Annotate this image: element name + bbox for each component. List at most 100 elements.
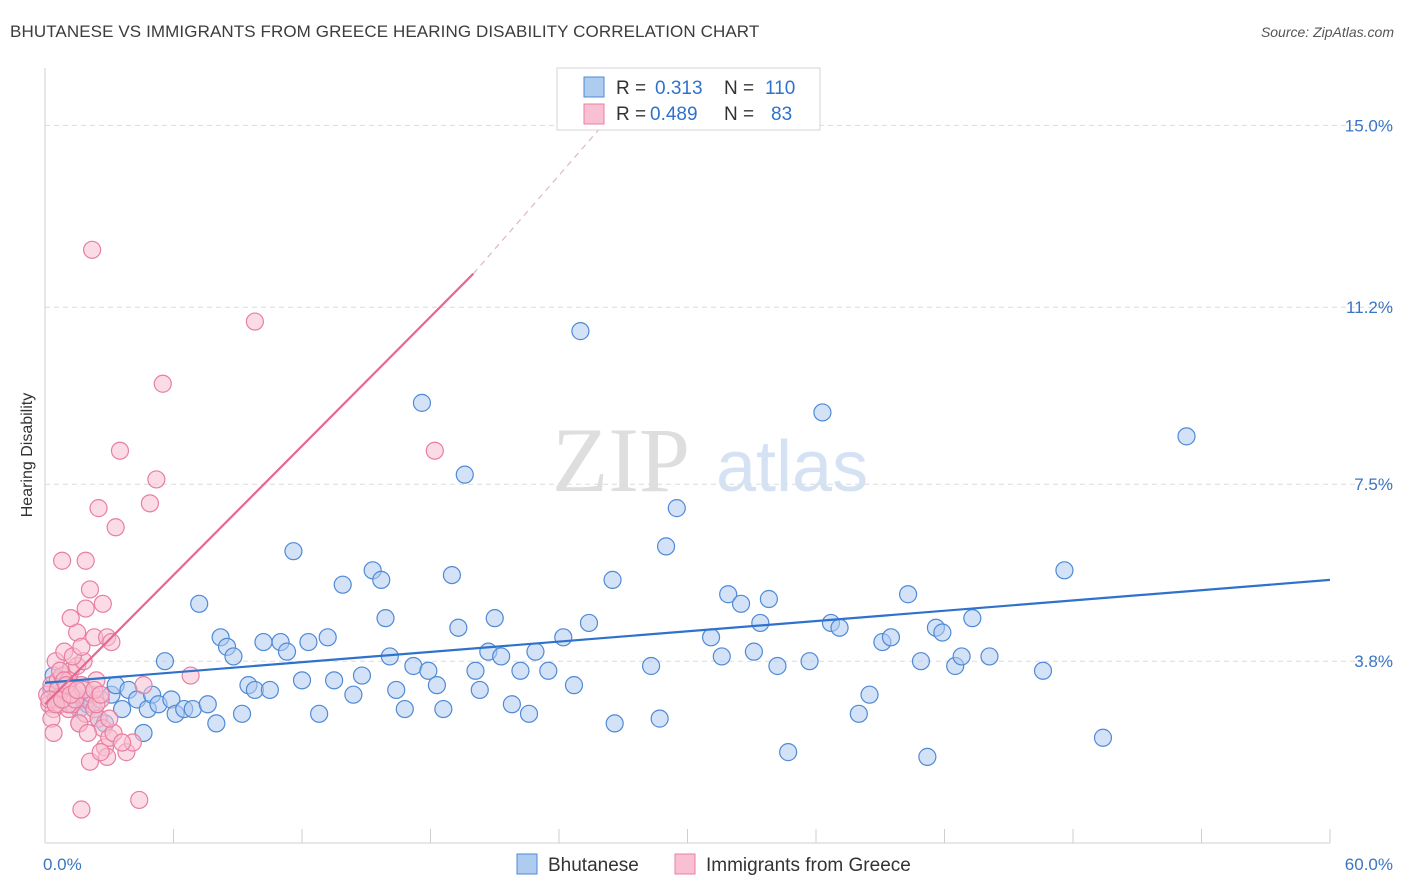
point-blue-58 xyxy=(427,676,447,695)
point-blue-83 xyxy=(701,628,721,647)
point-blue-76 xyxy=(579,613,599,633)
legend-bottom: Bhutanese Immigrants from Greece xyxy=(516,853,911,876)
point-blue-110 xyxy=(1055,561,1074,580)
point-blue-50 xyxy=(372,570,391,589)
point-blue-41 xyxy=(292,671,312,690)
trend-line-pink xyxy=(44,272,475,706)
point-blue-66 xyxy=(485,609,504,628)
legend-bottom-label-2: Immigrants from Greece xyxy=(706,855,911,876)
point-pink-45 xyxy=(106,518,125,537)
point-blue-26 xyxy=(183,699,202,719)
point-blue-43 xyxy=(310,704,329,723)
y-axis-title: Hearing Disability xyxy=(19,393,36,518)
point-blue-111 xyxy=(1093,728,1113,747)
point-blue-45 xyxy=(325,671,344,690)
legend-bottom-blue-swatch xyxy=(516,853,538,875)
point-blue-62 xyxy=(455,465,474,484)
point-blue-86 xyxy=(731,594,751,613)
point-blue-40 xyxy=(284,542,303,561)
point-pink-72 xyxy=(112,733,132,752)
point-blue-70 xyxy=(519,704,539,723)
point-blue-88 xyxy=(751,613,770,633)
point-blue-39 xyxy=(277,642,297,661)
point-blue-106 xyxy=(952,647,971,666)
point-blue-42 xyxy=(299,632,318,652)
point-pink-51 xyxy=(140,494,160,513)
point-blue-101 xyxy=(911,652,931,671)
point-blue-27 xyxy=(190,594,209,613)
point-pink-64 xyxy=(44,723,63,743)
legend-r-label-2: R = xyxy=(616,104,646,125)
point-blue-44 xyxy=(318,628,337,647)
points xyxy=(38,240,1196,819)
legend-n-value-2: 83 xyxy=(771,104,792,125)
chart-source: Source: ZipAtlas.com xyxy=(1260,24,1394,40)
point-blue-75 xyxy=(571,322,590,341)
point-pink-37 xyxy=(72,637,91,656)
point-blue-102 xyxy=(918,747,937,766)
point-blue-28 xyxy=(198,695,217,714)
point-pink-52 xyxy=(147,470,166,489)
y-tick-label-2: 11.2% xyxy=(1346,298,1393,317)
point-blue-67 xyxy=(492,647,511,666)
watermark-zip: ZIP xyxy=(552,409,690,511)
point-pink-79 xyxy=(68,680,87,700)
legend-n-label-2: N = xyxy=(724,104,754,125)
point-blue-46 xyxy=(333,575,352,594)
point-blue-56 xyxy=(412,393,432,412)
point-pink-46 xyxy=(110,441,130,460)
point-blue-47 xyxy=(344,685,363,704)
point-blue-91 xyxy=(779,743,798,762)
point-blue-107 xyxy=(963,609,982,628)
legend-n-label-1: N = xyxy=(724,78,754,99)
point-blue-96 xyxy=(849,704,868,723)
point-blue-63 xyxy=(466,661,485,680)
point-blue-87 xyxy=(744,642,763,661)
legend-r-label-1: R = xyxy=(616,78,646,99)
legend-n-value-1: 110 xyxy=(765,78,795,99)
point-pink-57 xyxy=(83,240,102,259)
point-blue-32 xyxy=(224,647,243,666)
point-blue-82 xyxy=(667,499,686,518)
point-blue-60 xyxy=(442,565,462,585)
point-pink-70 xyxy=(91,743,110,762)
y-tick-label-3: 15.0% xyxy=(1345,116,1393,135)
point-pink-49 xyxy=(130,790,149,810)
point-pink-55 xyxy=(245,312,264,331)
point-blue-57 xyxy=(419,661,438,680)
point-blue-15 xyxy=(112,699,132,719)
gridlines xyxy=(45,124,1392,662)
point-blue-71 xyxy=(526,642,545,661)
point-blue-81 xyxy=(656,537,676,556)
point-blue-36 xyxy=(254,632,273,652)
point-blue-84 xyxy=(712,647,731,666)
point-blue-85 xyxy=(719,585,738,604)
point-pink-41 xyxy=(89,499,108,518)
point-pink-53 xyxy=(153,374,172,393)
point-blue-112 xyxy=(1177,427,1196,446)
legend-r-value-1: 0.313 xyxy=(655,78,703,99)
point-blue-37 xyxy=(260,680,279,700)
point-blue-104 xyxy=(933,623,952,642)
point-pink-59 xyxy=(76,551,95,570)
point-pink-60 xyxy=(61,609,80,628)
point-blue-59 xyxy=(434,699,453,719)
point-blue-54 xyxy=(395,699,414,719)
point-pink-42 xyxy=(93,594,112,613)
point-blue-72 xyxy=(539,661,558,680)
point-pink-56 xyxy=(425,441,444,460)
point-blue-99 xyxy=(881,628,901,647)
point-pink-58 xyxy=(53,551,72,570)
chart-title: BHUTANESE VS IMMIGRANTS FROM GREECE HEAR… xyxy=(10,22,760,41)
trend-line-blue xyxy=(44,578,1331,684)
legend-r-value-2: 0.489 xyxy=(650,104,698,125)
legend-bottom-label-1: Bhutanese xyxy=(548,855,639,876)
legend-blue-swatch xyxy=(583,76,605,98)
x-tick-label-1: 60.0% xyxy=(1345,855,1393,874)
point-blue-29 xyxy=(207,714,226,733)
point-blue-78 xyxy=(605,714,624,733)
point-pink-73 xyxy=(72,800,91,819)
y-tick-label-0: 3.8% xyxy=(1354,652,1393,671)
point-blue-73 xyxy=(554,628,573,647)
point-blue-53 xyxy=(387,680,406,700)
